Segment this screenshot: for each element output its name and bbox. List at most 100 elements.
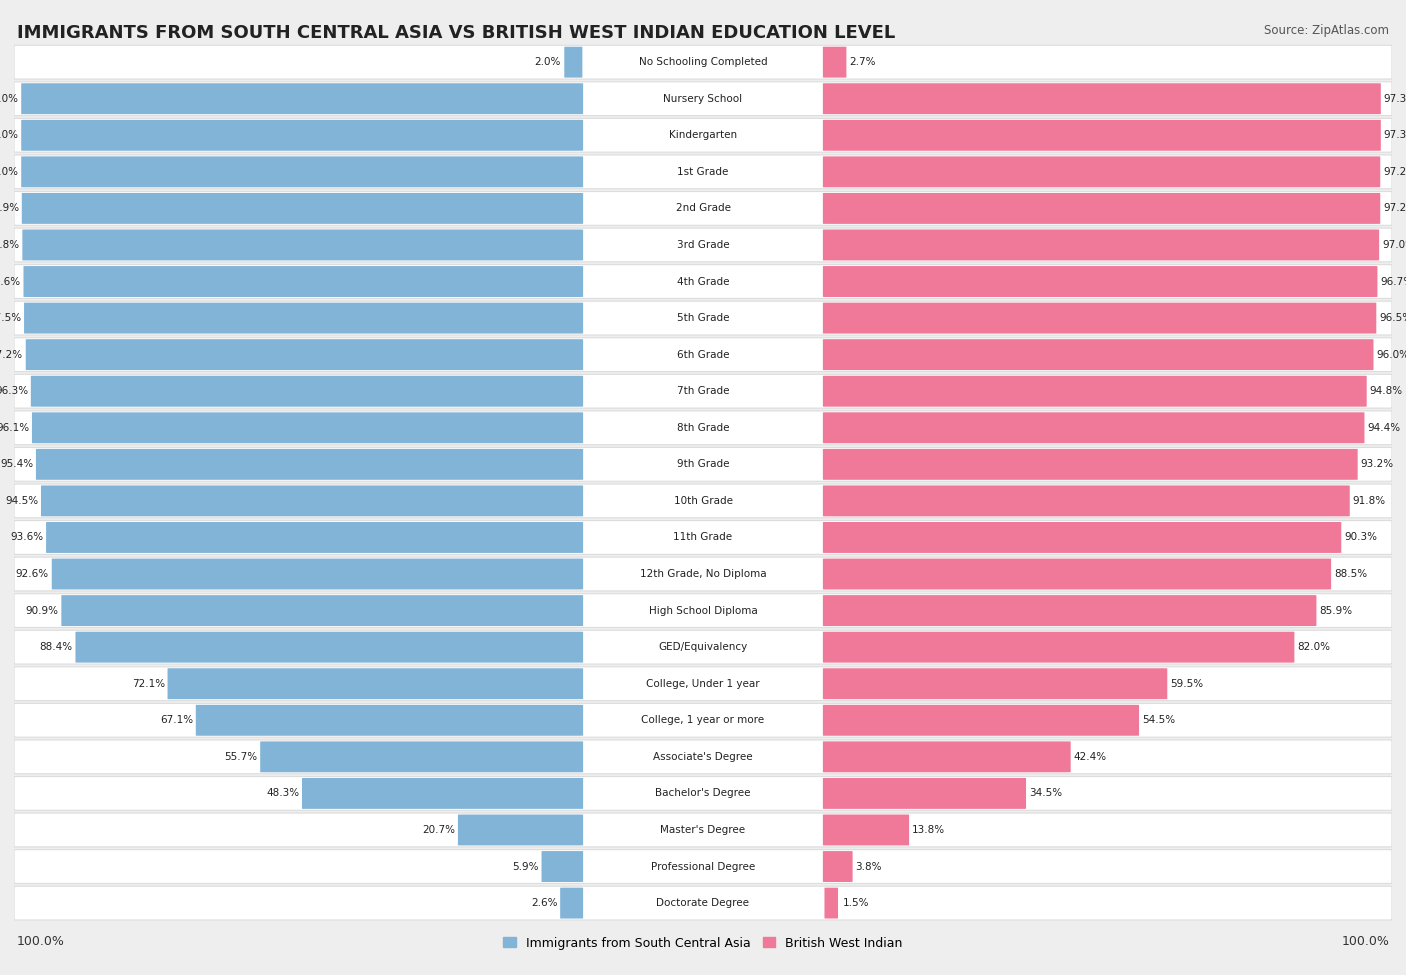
FancyBboxPatch shape xyxy=(24,266,583,297)
Text: 54.5%: 54.5% xyxy=(1142,716,1175,725)
Text: College, Under 1 year: College, Under 1 year xyxy=(647,679,759,688)
FancyBboxPatch shape xyxy=(14,740,1392,774)
FancyBboxPatch shape xyxy=(823,668,1167,699)
Text: 97.8%: 97.8% xyxy=(0,240,20,250)
Text: 55.7%: 55.7% xyxy=(225,752,257,761)
FancyBboxPatch shape xyxy=(823,339,1374,370)
Text: 97.9%: 97.9% xyxy=(0,204,20,214)
Text: 2nd Grade: 2nd Grade xyxy=(675,204,731,214)
FancyBboxPatch shape xyxy=(823,193,1381,224)
Text: 13.8%: 13.8% xyxy=(912,825,945,835)
Text: IMMIGRANTS FROM SOUTH CENTRAL ASIA VS BRITISH WEST INDIAN EDUCATION LEVEL: IMMIGRANTS FROM SOUTH CENTRAL ASIA VS BR… xyxy=(17,24,896,42)
Text: 92.6%: 92.6% xyxy=(15,569,49,579)
FancyBboxPatch shape xyxy=(14,776,1392,810)
FancyBboxPatch shape xyxy=(21,120,583,151)
Text: 12th Grade, No Diploma: 12th Grade, No Diploma xyxy=(640,569,766,579)
FancyBboxPatch shape xyxy=(823,412,1364,444)
FancyBboxPatch shape xyxy=(823,229,1379,260)
FancyBboxPatch shape xyxy=(823,120,1381,151)
FancyBboxPatch shape xyxy=(823,741,1071,772)
FancyBboxPatch shape xyxy=(52,559,583,590)
Text: 98.0%: 98.0% xyxy=(0,167,18,176)
FancyBboxPatch shape xyxy=(14,484,1392,518)
Text: 100.0%: 100.0% xyxy=(1341,935,1389,948)
Text: 8th Grade: 8th Grade xyxy=(676,423,730,433)
FancyBboxPatch shape xyxy=(31,375,583,407)
Text: 82.0%: 82.0% xyxy=(1298,643,1330,652)
FancyBboxPatch shape xyxy=(25,339,583,370)
Text: High School Diploma: High School Diploma xyxy=(648,605,758,615)
FancyBboxPatch shape xyxy=(14,45,1392,79)
FancyBboxPatch shape xyxy=(564,47,582,78)
Text: 1st Grade: 1st Grade xyxy=(678,167,728,176)
Text: 4th Grade: 4th Grade xyxy=(676,277,730,287)
Text: 94.4%: 94.4% xyxy=(1367,423,1400,433)
FancyBboxPatch shape xyxy=(14,228,1392,262)
Text: 5th Grade: 5th Grade xyxy=(676,313,730,323)
Text: 1.5%: 1.5% xyxy=(842,898,869,908)
Text: 88.5%: 88.5% xyxy=(1334,569,1367,579)
Text: 95.4%: 95.4% xyxy=(0,459,34,469)
Text: 72.1%: 72.1% xyxy=(132,679,165,688)
FancyBboxPatch shape xyxy=(823,83,1381,114)
Text: No Schooling Completed: No Schooling Completed xyxy=(638,58,768,67)
FancyBboxPatch shape xyxy=(21,156,583,187)
Text: 93.2%: 93.2% xyxy=(1361,459,1393,469)
FancyBboxPatch shape xyxy=(260,741,583,772)
Text: 90.3%: 90.3% xyxy=(1344,532,1376,542)
FancyBboxPatch shape xyxy=(14,557,1392,591)
FancyBboxPatch shape xyxy=(560,887,583,918)
FancyBboxPatch shape xyxy=(21,83,583,114)
Text: 94.8%: 94.8% xyxy=(1369,386,1403,396)
Legend: Immigrants from South Central Asia, British West Indian: Immigrants from South Central Asia, Brit… xyxy=(498,931,908,955)
FancyBboxPatch shape xyxy=(823,522,1341,553)
Text: 98.0%: 98.0% xyxy=(0,131,18,140)
FancyBboxPatch shape xyxy=(195,705,583,736)
Text: 34.5%: 34.5% xyxy=(1029,789,1062,799)
Text: 3.8%: 3.8% xyxy=(855,862,882,872)
FancyBboxPatch shape xyxy=(14,813,1392,847)
Text: 97.3%: 97.3% xyxy=(1384,131,1406,140)
FancyBboxPatch shape xyxy=(22,229,583,260)
FancyBboxPatch shape xyxy=(823,448,1358,480)
FancyBboxPatch shape xyxy=(14,630,1392,664)
Text: 96.0%: 96.0% xyxy=(1376,350,1406,360)
FancyBboxPatch shape xyxy=(24,302,583,333)
FancyBboxPatch shape xyxy=(76,632,583,663)
Text: 2.7%: 2.7% xyxy=(849,58,876,67)
FancyBboxPatch shape xyxy=(14,667,1392,701)
Text: 42.4%: 42.4% xyxy=(1073,752,1107,761)
Text: 96.3%: 96.3% xyxy=(0,386,28,396)
FancyBboxPatch shape xyxy=(14,374,1392,409)
Text: 97.5%: 97.5% xyxy=(0,313,21,323)
FancyBboxPatch shape xyxy=(823,375,1367,407)
Text: Doctorate Degree: Doctorate Degree xyxy=(657,898,749,908)
Text: 97.3%: 97.3% xyxy=(1384,94,1406,103)
FancyBboxPatch shape xyxy=(823,559,1331,590)
Text: 91.8%: 91.8% xyxy=(1353,496,1386,506)
Text: 98.0%: 98.0% xyxy=(0,94,18,103)
FancyBboxPatch shape xyxy=(14,301,1392,335)
Text: 59.5%: 59.5% xyxy=(1170,679,1204,688)
FancyBboxPatch shape xyxy=(14,410,1392,445)
FancyBboxPatch shape xyxy=(14,886,1392,920)
Text: 94.5%: 94.5% xyxy=(6,496,38,506)
FancyBboxPatch shape xyxy=(14,337,1392,371)
Text: 67.1%: 67.1% xyxy=(160,716,193,725)
FancyBboxPatch shape xyxy=(37,448,583,480)
FancyBboxPatch shape xyxy=(14,191,1392,225)
FancyBboxPatch shape xyxy=(302,778,583,809)
Text: 97.2%: 97.2% xyxy=(0,350,22,360)
FancyBboxPatch shape xyxy=(14,521,1392,555)
FancyBboxPatch shape xyxy=(823,302,1376,333)
Text: 96.7%: 96.7% xyxy=(1381,277,1406,287)
FancyBboxPatch shape xyxy=(41,486,583,517)
FancyBboxPatch shape xyxy=(823,266,1378,297)
Text: Bachelor's Degree: Bachelor's Degree xyxy=(655,789,751,799)
FancyBboxPatch shape xyxy=(458,814,583,845)
Text: Nursery School: Nursery School xyxy=(664,94,742,103)
Text: 11th Grade: 11th Grade xyxy=(673,532,733,542)
FancyBboxPatch shape xyxy=(823,156,1381,187)
FancyBboxPatch shape xyxy=(62,595,583,626)
FancyBboxPatch shape xyxy=(823,851,852,882)
